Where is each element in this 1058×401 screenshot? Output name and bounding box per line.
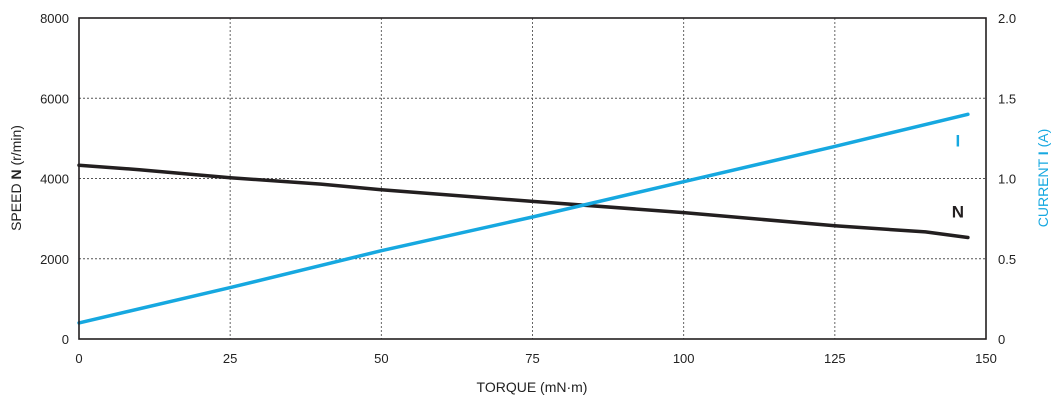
y-right-tick-label: 1.0 — [998, 172, 1016, 187]
y-right-axis-title: CURRENT I (A) — [1035, 129, 1051, 228]
y-right-tick-label: 2.0 — [998, 11, 1016, 26]
grid — [79, 18, 986, 339]
x-axis-title: TORQUE (mN·m) — [477, 379, 588, 395]
y-left-tick-label: 0 — [62, 332, 69, 347]
x-tick-label: 125 — [824, 351, 846, 366]
series-line-i — [77, 112, 970, 325]
x-tick-label: 150 — [975, 351, 997, 366]
y-left-axis-title: SPEED N (r/min) — [8, 125, 24, 231]
y-left-axis-title-prefix: SPEED — [8, 180, 24, 231]
y-right-axis-title-symbol: I — [1035, 151, 1051, 155]
y-left-axis-title-symbol: N — [8, 169, 24, 179]
y-left-tick-label: 2000 — [40, 252, 69, 267]
y-left-tick-label: 8000 — [40, 11, 69, 26]
x-tick-label: 100 — [673, 351, 695, 366]
x-tick-label: 50 — [374, 351, 388, 366]
y-right-tick-label: 1.5 — [998, 91, 1016, 106]
tick-labels: 0 25 50 75 100 125 1500200040006000800000.51.0… — [40, 11, 1016, 366]
y-right-tick-label: 0 — [998, 332, 1005, 347]
y-right-axis-title-prefix: CURRENT — [1035, 155, 1051, 227]
series-line-n — [77, 163, 970, 240]
y-right-tick-label: 0.5 — [998, 252, 1016, 267]
x-tick-label: 75 — [525, 351, 539, 366]
series-label-i: I — [955, 131, 960, 150]
series-layer — [77, 112, 970, 325]
y-left-tick-label: 6000 — [40, 91, 69, 106]
series-labels: NI — [952, 131, 964, 221]
plot-frame — [78, 17, 987, 340]
y-left-axis-title-suffix: (r/min) — [8, 125, 24, 169]
y-right-axis-title-suffix: (A) — [1035, 129, 1051, 152]
x-tick-label: 25 — [223, 351, 237, 366]
y-left-tick-label: 4000 — [40, 172, 69, 187]
series-label-n: N — [952, 202, 964, 221]
x-tick-label: 0 — [75, 351, 82, 366]
